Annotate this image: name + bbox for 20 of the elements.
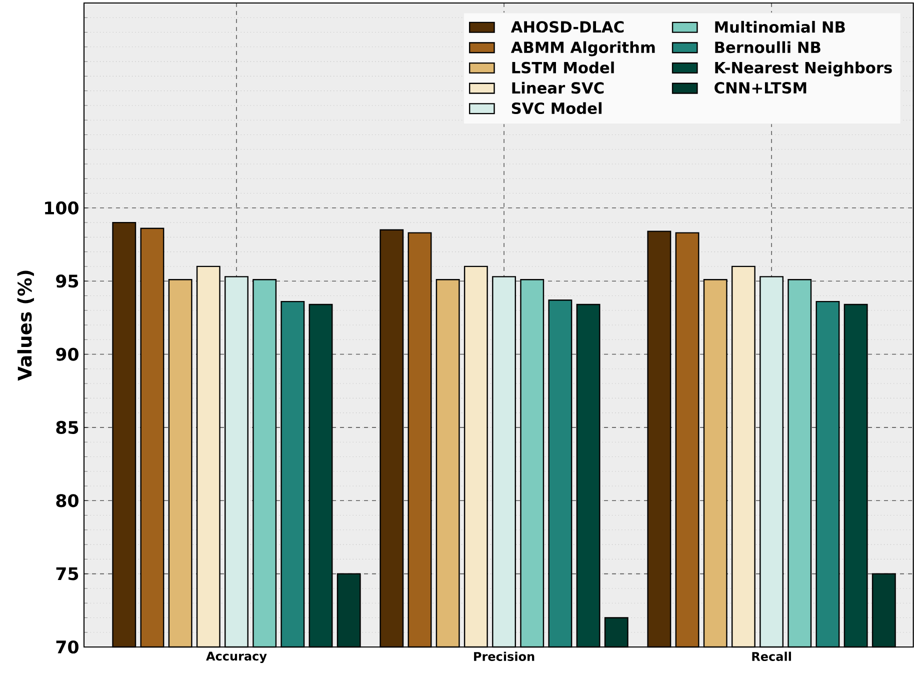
y-tick-label: 75 — [56, 567, 78, 580]
legend-label: Bernoulli NB — [715, 41, 820, 54]
legend-label: CNN+LTSM — [714, 82, 806, 94]
y-tick-label: 70 — [56, 640, 78, 654]
y-axis-title: Values (%) — [17, 270, 34, 381]
legend-label: K-Nearest Neighbors — [715, 62, 892, 77]
legend-label: AHOSD-DLAC — [510, 21, 624, 33]
legend-label: ABMM Algorithm — [510, 41, 655, 56]
x-tick-label: Recall — [752, 652, 791, 661]
y-tick-label: 100 — [45, 201, 78, 214]
legend-label: Multinomial NB — [715, 20, 845, 33]
y-tick-label: 80 — [56, 494, 78, 508]
y-tick-label: 90 — [56, 348, 78, 361]
y-tick-label: 85 — [56, 420, 78, 434]
legend-label: SVC Model — [512, 102, 602, 114]
legend-label: Linear SVC — [512, 82, 604, 94]
x-tick-label: Precision — [474, 652, 534, 661]
x-tick-label: Accuracy — [206, 652, 267, 664]
legend-label: LSTM Model — [512, 62, 614, 74]
y-tick-label: 95 — [56, 274, 78, 288]
